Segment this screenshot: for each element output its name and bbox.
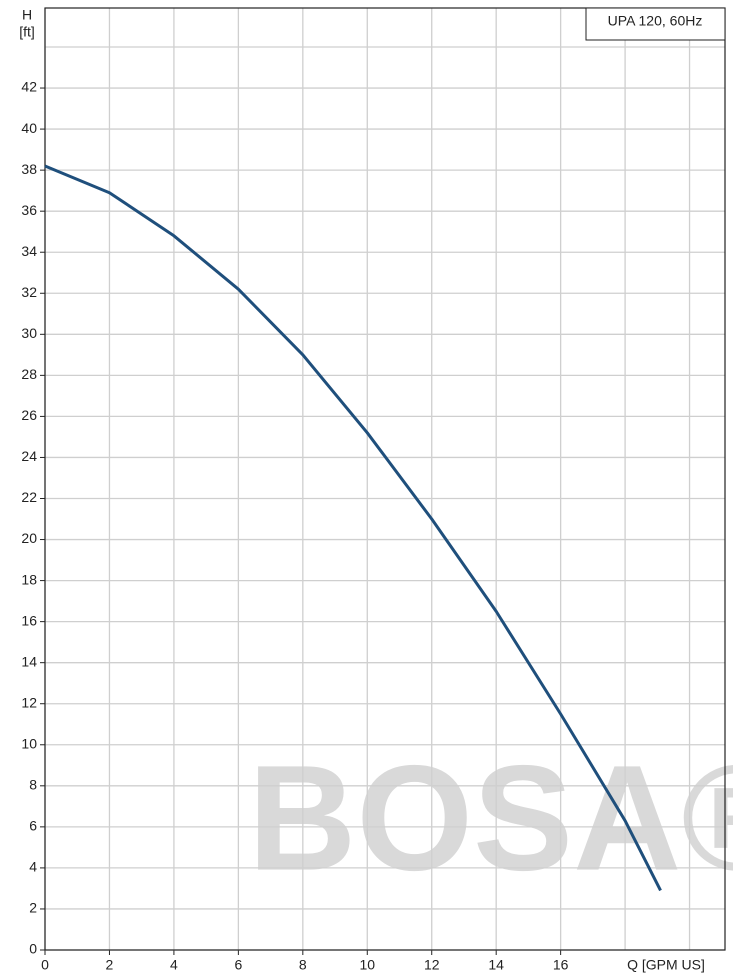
y-tick-label: 6: [29, 818, 37, 834]
x-tick-label: 0: [41, 957, 49, 973]
y-tick-label: 32: [21, 284, 37, 300]
y-tick-label: 2: [29, 900, 37, 916]
y-tick-label: 10: [21, 735, 37, 751]
legend-box: [585, 7, 726, 41]
y-tick-label: 22: [21, 489, 37, 505]
y-tick-label: 0: [29, 941, 37, 957]
y-tick-label: 16: [21, 612, 37, 628]
y-axis-label: H: [22, 7, 32, 23]
x-tick-label: 6: [234, 957, 242, 973]
y-axis-unit: [ft]: [19, 24, 35, 40]
y-tick-label: 38: [21, 161, 37, 177]
y-tick-label: 34: [21, 243, 37, 259]
y-tick-label: 14: [21, 653, 37, 669]
x-tick-label: 16: [553, 957, 569, 973]
y-tick-label: 36: [21, 202, 37, 218]
legend-label: UPA 120, 60Hz: [608, 13, 703, 29]
y-tick-label: 12: [21, 694, 37, 710]
y-tick-label: 8: [29, 777, 37, 793]
y-tick-label: 24: [21, 448, 37, 464]
y-tick-label: 30: [21, 325, 37, 341]
x-tick-label: 12: [424, 957, 440, 973]
y-tick-label: 18: [21, 571, 37, 587]
y-tick-label: 4: [29, 859, 37, 875]
x-tick-label: 14: [488, 957, 504, 973]
y-tick-label: 40: [21, 120, 37, 136]
y-tick-label: 26: [21, 407, 37, 423]
x-tick-label: 4: [170, 957, 178, 973]
x-tick-label: 2: [106, 957, 114, 973]
x-tick-label: 8: [299, 957, 307, 973]
y-tick-label: 20: [21, 530, 37, 546]
x-tick-label: 10: [359, 957, 375, 973]
plot-frame: [44, 7, 726, 951]
y-tick-label: 42: [21, 79, 37, 95]
watermark: BOSA®: [248, 734, 733, 902]
x-axis-label: Q [GPM US]: [627, 957, 705, 973]
pump-curve: [44, 164, 662, 892]
y-tick-label: 28: [21, 366, 37, 382]
